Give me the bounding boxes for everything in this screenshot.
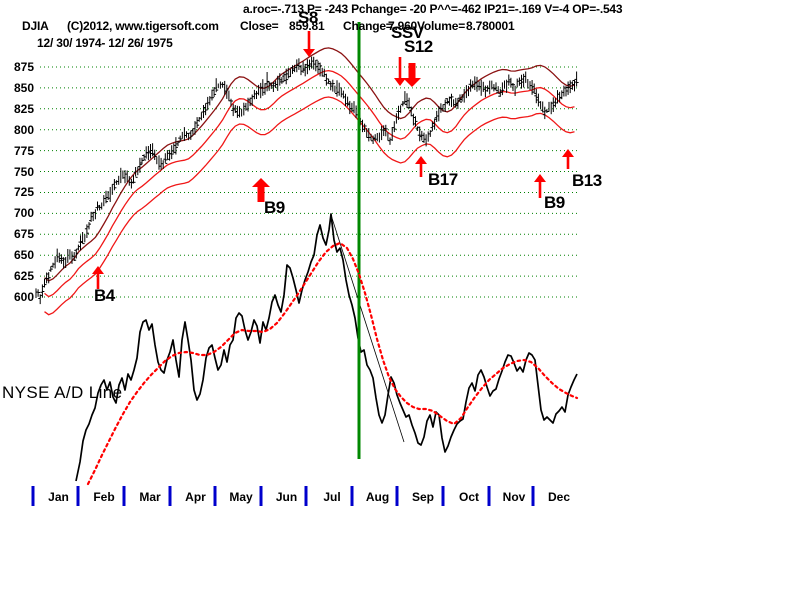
copyright-label: (C)2012, www.tigersoft.com <box>67 19 219 33</box>
ad-line-group <box>75 213 578 482</box>
month-label-jul: Jul <box>323 490 341 504</box>
y-axis-tick-800: 800 <box>13 122 34 137</box>
y-axis-tick-650: 650 <box>13 248 34 263</box>
month-label-apr: Apr <box>185 490 206 504</box>
y-axis-tick-825: 825 <box>13 101 34 116</box>
y-axis-tick-675: 675 <box>13 227 34 242</box>
signal-label-b9: B9 <box>544 193 565 212</box>
signal-label-b9: B9 <box>264 198 285 217</box>
month-label-mar: Mar <box>139 490 161 504</box>
y-axis-tick-775: 775 <box>13 143 34 158</box>
y-axis-tick-700: 700 <box>13 206 34 221</box>
month-label-aug: Aug <box>365 490 390 504</box>
date-range-label: 12/ 30/ 1974- 12/ 26/ 1975 <box>37 36 173 50</box>
signal-label-s8: S8 <box>298 8 318 27</box>
month-label-sep: Sep <box>411 490 434 504</box>
close-label: Close= <box>240 19 279 33</box>
y-axis-tick-625: 625 <box>13 269 34 284</box>
y-axis-tick-850: 850 <box>13 80 34 95</box>
ad-line-label: NYSE A/D Line <box>2 383 123 402</box>
signal-label-b17: B17 <box>428 170 458 189</box>
y-axis-tick-875: 875 <box>13 60 34 74</box>
signal-arrows <box>92 31 574 289</box>
y-axis-tick-750: 750 <box>13 164 34 179</box>
change-label: Change= <box>343 19 393 33</box>
y-axis-tick-725: 725 <box>13 185 34 200</box>
price-gridlines <box>40 66 577 298</box>
month-label-oct: Oct <box>458 490 479 504</box>
close-value: 859.81 <box>289 19 325 33</box>
month-ticks <box>31 486 535 506</box>
signal-label-b4: B4 <box>94 286 115 305</box>
change-value: 7.960 <box>388 19 418 33</box>
y-axis-tick-600: 600 <box>13 290 34 304</box>
symbol-label: DJIA <box>22 19 49 33</box>
month-label-may: May <box>229 490 253 504</box>
month-label-nov: Nov <box>502 490 526 504</box>
volume-label: Volume= <box>417 19 466 33</box>
month-label-jan: Jan <box>48 490 69 504</box>
indicator-readout: a.roc=-.713 P= -243 Pchange= -20 P^^=-46… <box>243 2 623 16</box>
signal-label-ssv: SSV <box>391 23 424 42</box>
price-bands <box>44 47 575 316</box>
month-label-feb: Feb <box>93 490 115 504</box>
price-bars <box>35 56 579 305</box>
month-label-dec: Dec <box>547 490 570 504</box>
signal-label-b13: B13 <box>572 171 602 190</box>
month-label-jun: Jun <box>275 490 298 504</box>
volume-value: 8.780001 <box>466 19 515 33</box>
signal-label-s12: S12 <box>404 37 433 56</box>
